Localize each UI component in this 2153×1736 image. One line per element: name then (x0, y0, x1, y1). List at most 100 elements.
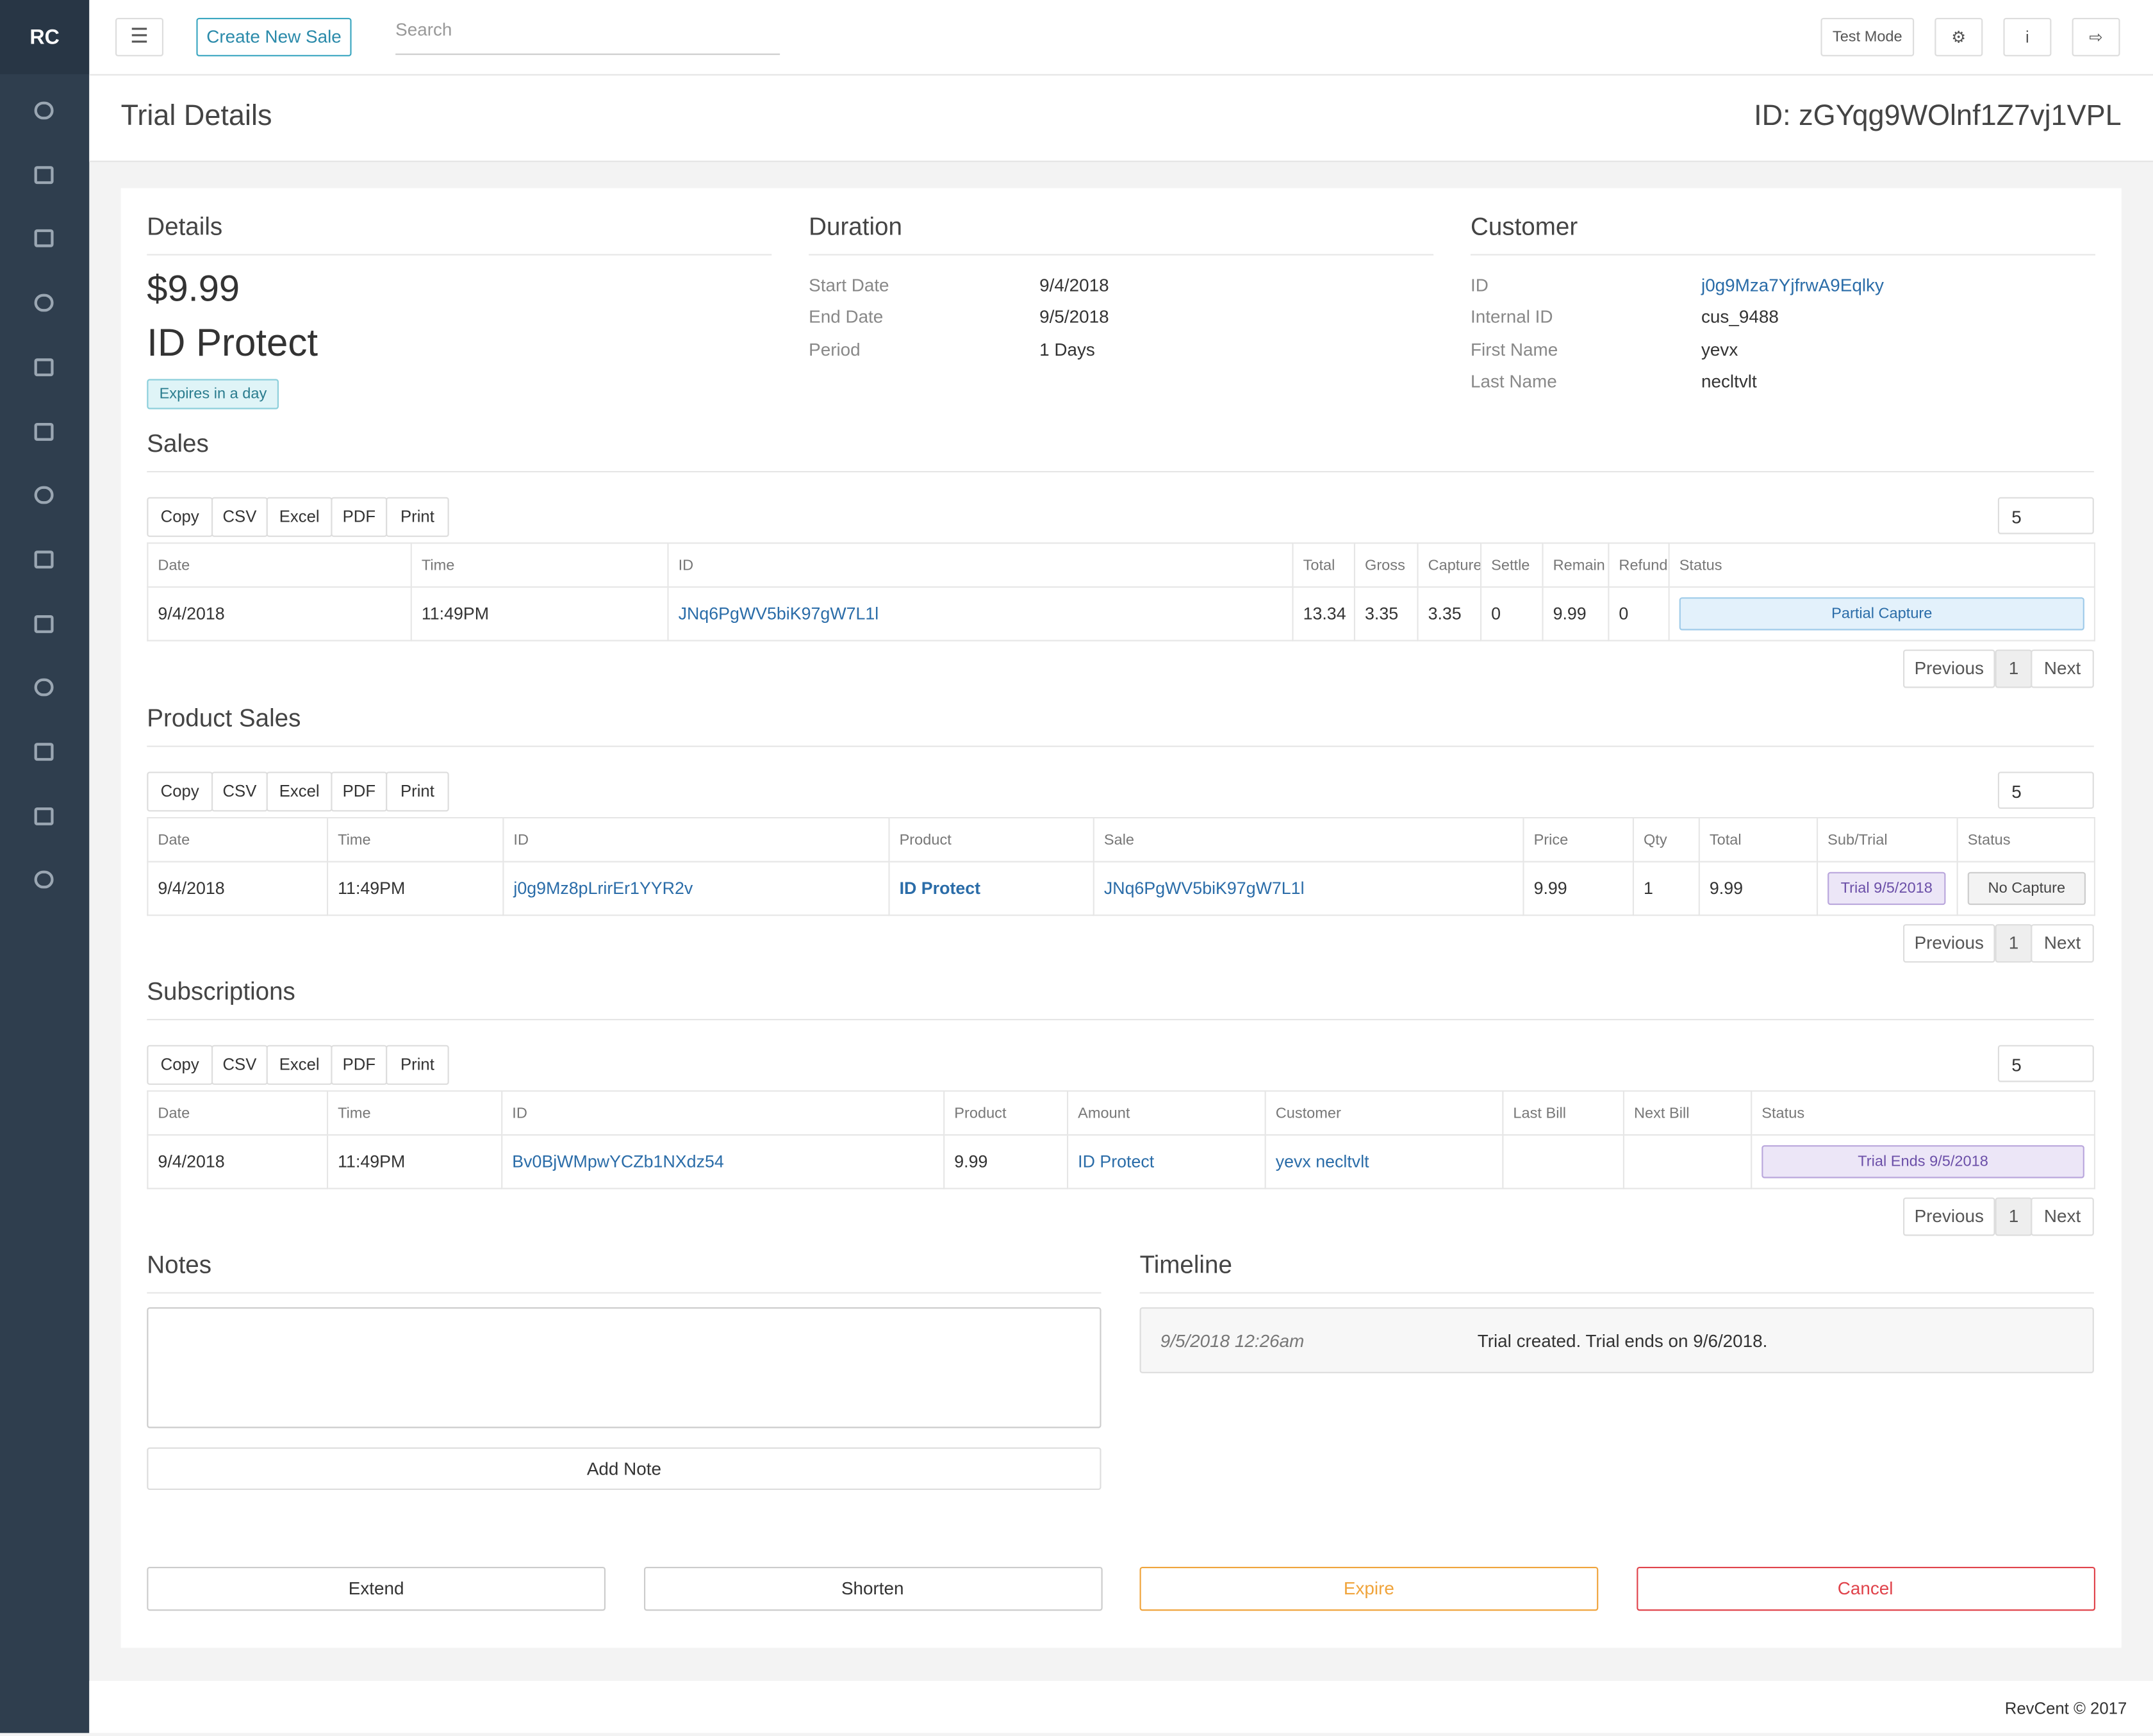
test-mode-button[interactable]: Test Mode (1820, 17, 1915, 56)
column-header[interactable]: Settle (1480, 542, 1544, 588)
column-header[interactable]: Time (410, 542, 669, 588)
nav-icon[interactable] (34, 743, 54, 761)
export-button[interactable]: Excel (266, 772, 333, 812)
page-length-select[interactable]: 5 (1997, 1045, 2094, 1082)
column-header[interactable]: Product (943, 1090, 1069, 1136)
menu-button[interactable]: ☰ (115, 17, 163, 56)
timeline-entry: 9/5/2018 12:26am Trial created. Trial end… (1139, 1307, 2094, 1373)
export-button[interactable]: PDF (331, 772, 388, 812)
export-button[interactable]: Print (386, 772, 449, 812)
nav-icon[interactable] (34, 615, 54, 632)
nav-icon[interactable] (34, 293, 54, 312)
export-button[interactable]: Copy (147, 497, 213, 537)
nav-icon[interactable] (34, 807, 54, 825)
search-input[interactable]: Search (395, 19, 780, 55)
column-header[interactable]: Date (147, 816, 329, 863)
pagination-next[interactable]: Next (2031, 649, 2094, 688)
export-button[interactable]: Print (386, 497, 449, 537)
action-button[interactable]: Expire (1139, 1567, 1599, 1611)
export-button[interactable]: Excel (266, 1045, 333, 1085)
link[interactable]: JNq6PgWV5biK97gW7L1l (678, 604, 879, 624)
page-length-select[interactable]: 5 (1997, 497, 2094, 534)
settings-button[interactable]: ⚙ (1934, 17, 1983, 56)
nav-icon[interactable] (34, 101, 54, 120)
column-header[interactable]: Total (1698, 816, 1819, 863)
column-header[interactable]: Customer (1264, 1090, 1504, 1136)
pagination-page[interactable]: 1 (1995, 924, 2033, 963)
export-button[interactable]: Excel (266, 497, 333, 537)
column-header[interactable]: Last Bill (1502, 1090, 1624, 1136)
column-header[interactable]: Qty (1632, 816, 1700, 863)
nav-icon[interactable] (34, 358, 54, 376)
link[interactable]: JNq6PgWV5biK97gW7L1l (1103, 879, 1305, 898)
notes-textarea[interactable] (147, 1307, 1101, 1428)
column-header[interactable]: Capture (1417, 542, 1482, 588)
pagination-page[interactable]: 1 (1995, 1197, 2033, 1236)
column-header[interactable]: Status (1956, 816, 2095, 863)
pagination-previous[interactable]: Previous (1903, 924, 1995, 963)
link[interactable]: ID Protect (1078, 1152, 1155, 1171)
column-header[interactable]: Time (326, 1090, 503, 1136)
link[interactable]: j0g9Mz8pLrirEr1YYR2v (513, 879, 693, 898)
data-row: 9/4/2018 11:49PM j0g9Mz8pLrirEr1YYR2v ID Pr… (147, 861, 2095, 916)
nav-icon[interactable] (34, 229, 54, 248)
column-header[interactable]: Status (1751, 1090, 2095, 1136)
column-header[interactable]: Gross (1353, 542, 1419, 588)
column-header[interactable]: Date (147, 1090, 329, 1136)
column-header[interactable]: Refund (1608, 542, 1670, 588)
field-value[interactable]: j0g9Mza7YjfrwA9Eqlky (1701, 274, 1884, 295)
pagination-previous[interactable]: Previous (1903, 649, 1995, 688)
export-button[interactable]: CSV (211, 772, 268, 812)
nav-icon[interactable] (34, 422, 54, 440)
info-button[interactable]: i (2003, 17, 2052, 56)
pagination-next[interactable]: Next (2031, 924, 2094, 963)
column-header[interactable]: Total (1292, 542, 1355, 588)
column-header[interactable]: ID (502, 816, 890, 863)
column-header[interactable]: ID (501, 1090, 945, 1136)
export-button[interactable]: Copy (147, 772, 213, 812)
pagination-previous[interactable]: Previous (1903, 1197, 1995, 1236)
link[interactable]: ID Protect (899, 879, 981, 898)
export-button[interactable]: CSV (211, 1045, 268, 1085)
column-header[interactable]: Sub/Trial (1816, 816, 1958, 863)
nav-icon[interactable] (34, 550, 54, 568)
export-button[interactable]: Print (386, 1045, 449, 1085)
nav-icon[interactable] (34, 871, 54, 889)
page-length-select[interactable]: 5 (1997, 772, 2094, 809)
logout-button[interactable]: ⇨ (2072, 17, 2120, 56)
cell: ID Protect (1066, 1134, 1266, 1189)
action-button[interactable]: Shorten (643, 1567, 1102, 1611)
export-button[interactable]: CSV (211, 497, 268, 537)
column-header[interactable]: Product (888, 816, 1094, 863)
column-header[interactable]: Status (1668, 542, 2095, 588)
cell: Trial 9/5/2018 (1816, 861, 1958, 916)
add-note-button[interactable]: Add Note (147, 1447, 1101, 1490)
cell: 9/4/2018 (147, 586, 412, 641)
pagination-next[interactable]: Next (2031, 1197, 2094, 1236)
export-button[interactable]: PDF (331, 1045, 388, 1085)
column-header[interactable]: Price (1522, 816, 1634, 863)
link[interactable]: yevx necltvlt (1275, 1152, 1369, 1171)
action-button[interactable]: Cancel (1636, 1567, 2095, 1611)
action-button[interactable]: Extend (147, 1567, 606, 1611)
brand[interactable]: RC (0, 0, 90, 74)
export-button[interactable]: Copy (147, 1045, 213, 1085)
export-button[interactable]: PDF (331, 497, 388, 537)
nav-icon[interactable] (34, 679, 54, 697)
column-header[interactable]: Date (147, 542, 412, 588)
column-header[interactable]: Time (326, 816, 504, 863)
column-header[interactable]: Amount (1066, 1090, 1266, 1136)
column-header[interactable]: Remain (1542, 542, 1610, 588)
column-header[interactable]: Next Bill (1622, 1090, 1753, 1136)
cell: Bv0BjWMpwYCZb1NXdz54 (501, 1134, 945, 1189)
field-value: cus_9488 (1701, 306, 1779, 327)
cell: 3.35 (1353, 586, 1419, 641)
create-sale-button[interactable]: Create New Sale (196, 17, 352, 56)
nav-icon[interactable] (34, 486, 54, 504)
link[interactable]: Bv0BjWMpwYCZb1NXdz54 (512, 1152, 724, 1171)
column-header[interactable]: Sale (1093, 816, 1524, 863)
pagination-page[interactable]: 1 (1995, 649, 2033, 688)
cell: 9/4/2018 (147, 861, 329, 916)
column-header[interactable]: ID (667, 542, 1294, 588)
nav-icon[interactable] (34, 165, 54, 184)
